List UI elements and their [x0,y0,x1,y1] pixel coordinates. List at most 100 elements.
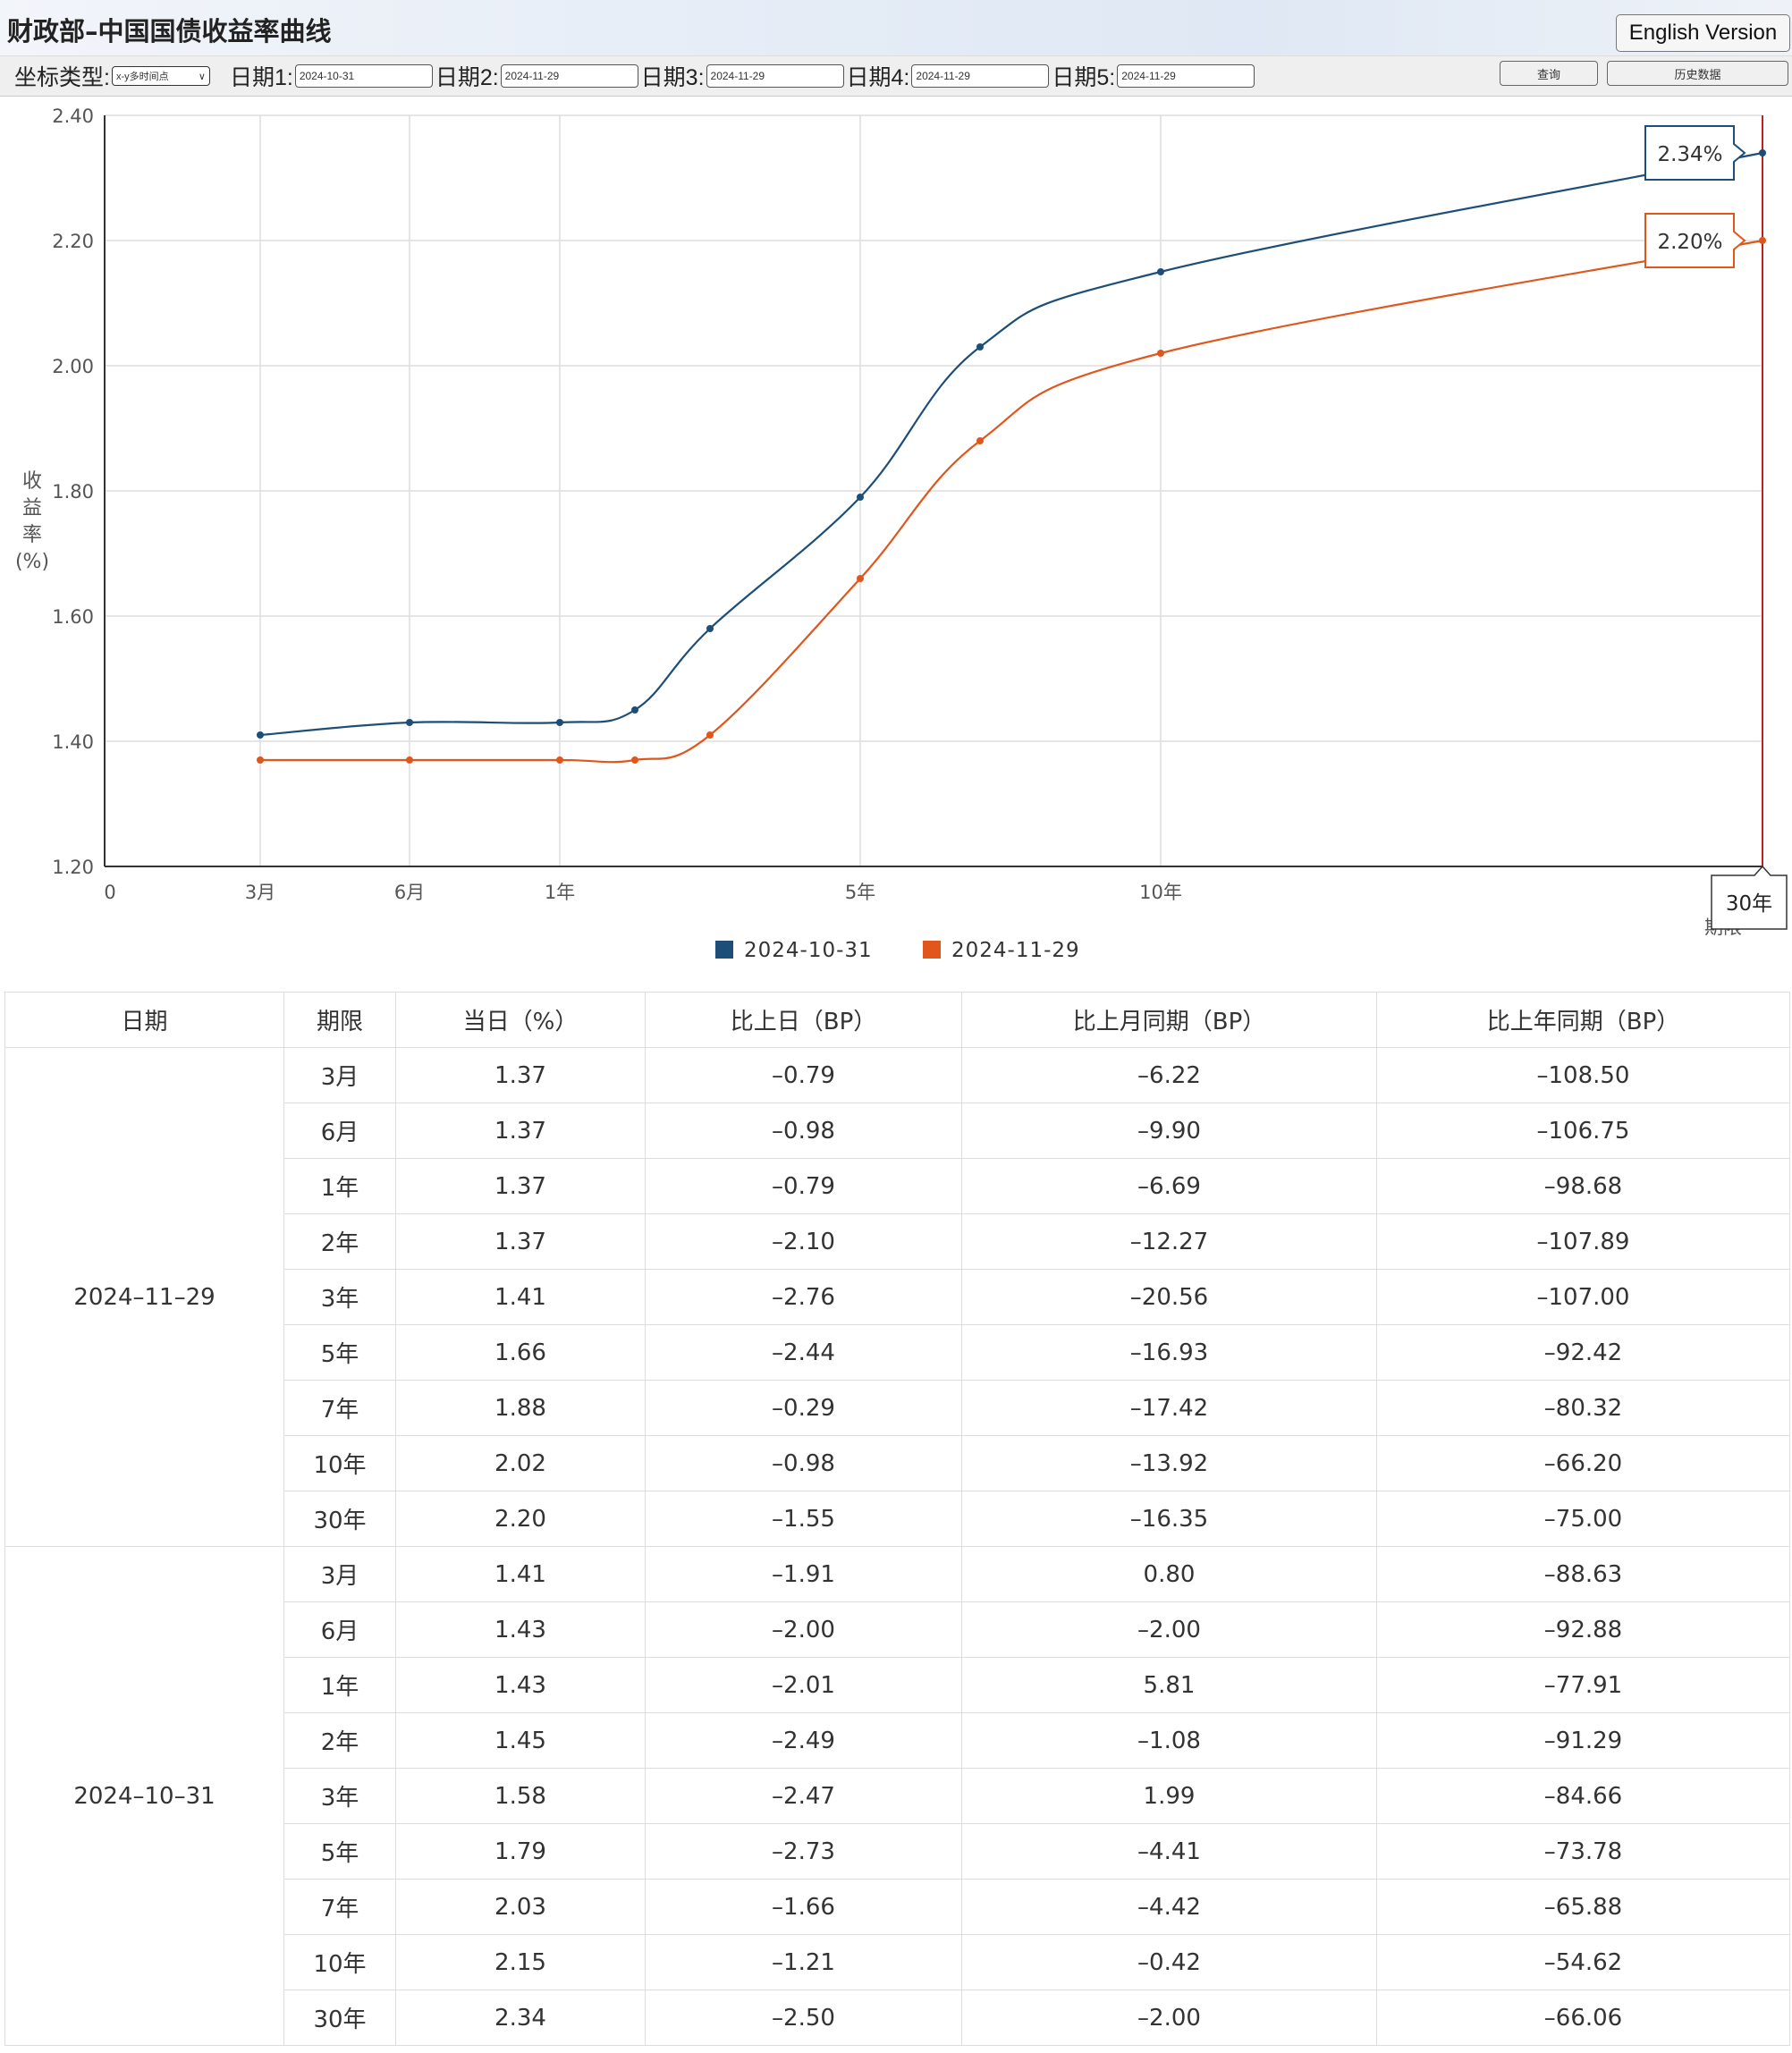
change-day-cell: –0.79 [645,1047,962,1103]
data-point [1759,237,1766,244]
tooltip-value: 2.20% [1657,231,1722,254]
english-version-button[interactable]: English Version [1616,14,1790,52]
change-year-cell: –66.20 [1376,1435,1790,1491]
change-day-cell: –1.66 [645,1879,962,1935]
axis-type-label: 坐标类型: [14,65,110,90]
change-year-cell: –107.89 [1376,1213,1790,1270]
table-row: 1年 1.37 –0.79 –6.69 –98.68 [5,1158,1790,1214]
change-day-cell: –1.91 [645,1546,962,1602]
yield-cell: 1.37 [395,1103,646,1159]
change-year-cell: –98.68 [1376,1158,1790,1214]
chevron-down-icon: ∨ [198,71,206,82]
table-row: 10年 2.15 –1.21 –0.42 –54.62 [5,1934,1790,1990]
legend-label: 2024-10-31 [744,939,873,962]
legend-swatch [923,941,941,959]
y-tick-label: 1.40 [52,731,94,753]
change-day-cell: –2.00 [645,1601,962,1658]
yield-cell: 1.37 [395,1047,646,1103]
change-month-cell: –13.92 [961,1435,1377,1491]
data-point [257,731,264,739]
y-tick-label: 1.80 [52,481,94,503]
legend-label: 2024-11-29 [951,939,1080,962]
history-data-button[interactable]: 历史数据 [1607,61,1788,86]
y-tick-label: 2.00 [52,356,94,377]
term-cell: 7年 [283,1380,396,1436]
change-month-cell: –2.00 [961,1601,1377,1658]
change-year-cell: –75.00 [1376,1491,1790,1547]
column-header: 日期 [4,992,284,1048]
table-row: 30年 2.34 –2.50 –2.00 –66.06 [5,1990,1790,2046]
table-row: 7年 1.88 –0.29 –17.42 –80.32 [5,1380,1790,1436]
x-tick-label: 6月 [394,882,425,903]
data-point [857,575,864,582]
data-point [406,719,413,726]
query-button[interactable]: 查询 [1500,61,1598,86]
change-month-cell: –4.41 [961,1823,1377,1880]
term-cell: 7年 [283,1879,396,1935]
term-cell: 5年 [283,1324,396,1381]
column-header: 当日（%） [395,992,646,1048]
date-cell: 2024–10–31 [4,1546,284,2046]
data-point [976,437,984,444]
table-row: 10年 2.02 –0.98 –13.92 –66.20 [5,1435,1790,1491]
change-day-cell: –2.44 [645,1324,962,1381]
table-header-row: 日期 期限 当日（%） 比上日（BP） 比上月同期（BP） 比上年同期（BP） [4,992,1790,1048]
change-day-cell: –2.47 [645,1768,962,1824]
date2-label: 日期2: [435,65,499,90]
yield-cell: 1.43 [395,1601,646,1658]
series-line-2024-10-31 [259,151,1763,737]
yield-cell: 1.37 [395,1158,646,1214]
change-day-cell: –0.98 [645,1435,962,1491]
change-year-cell: –73.78 [1376,1823,1790,1880]
data-point [857,494,864,501]
table-row: 5年 1.79 –2.73 –4.41 –73.78 [5,1823,1790,1880]
data-point [706,731,714,739]
header-banner: 财政部–中国国债收益率曲线 English Version [0,0,1792,55]
change-year-cell: –88.63 [1376,1546,1790,1602]
axis-type-select[interactable]: x-y多时间点 ∨ [111,66,210,86]
date3-input[interactable]: 2024-11-29 [706,64,844,88]
change-year-cell: –77.91 [1376,1657,1790,1713]
term-cell: 10年 [283,1934,396,1990]
change-day-cell: –2.10 [645,1213,962,1270]
data-point [1157,268,1164,275]
change-year-cell: –80.32 [1376,1380,1790,1436]
tooltip-value-box [1644,213,1746,268]
table-row: 30年 2.20 –1.55 –16.35 –75.00 [5,1491,1790,1547]
change-month-cell: –9.90 [961,1103,1377,1159]
data-point [1759,149,1766,156]
date3-label: 日期3: [640,65,705,90]
term-cell: 6月 [283,1601,396,1658]
yield-cell: 2.34 [395,1990,646,2046]
change-year-cell: –65.88 [1376,1879,1790,1935]
table-row: 2年 1.37 –2.10 –12.27 –107.89 [5,1213,1790,1270]
axis-type-value: x-y多时间点 [115,72,169,82]
change-month-cell: –16.93 [961,1324,1377,1381]
change-month-cell: –4.42 [961,1879,1377,1935]
y-tick-label: 1.20 [52,857,94,878]
term-cell: 30年 [283,1990,396,2046]
date4-input[interactable]: 2024-11-29 [911,64,1050,88]
column-header: 比上日（BP） [645,992,962,1048]
x-tick-label: 10年 [1139,882,1182,903]
change-year-cell: –84.66 [1376,1768,1790,1824]
table-row: 3年 1.41 –2.76 –20.56 –107.00 [5,1269,1790,1325]
date2-input[interactable]: 2024-11-29 [500,64,638,88]
term-cell: 2年 [283,1213,396,1270]
data-point [406,756,413,764]
date5-input[interactable]: 2024-11-29 [1117,64,1255,88]
x-tooltip-label: 30年 [1726,892,1772,916]
x-tick-label: 5年 [845,882,875,903]
term-cell: 3年 [283,1269,396,1325]
term-cell: 10年 [283,1435,396,1491]
change-year-cell: –92.42 [1376,1324,1790,1381]
change-month-cell: –2.00 [961,1990,1377,2046]
date1-input[interactable]: 2024-10-31 [294,64,433,88]
toolbar: 坐标类型: x-y多时间点 ∨ 日期1: 2024-10-31 日期2: 2024-1… [0,55,1792,97]
data-point [976,343,984,351]
term-cell: 3月 [283,1047,396,1103]
change-year-cell: –91.29 [1376,1712,1790,1769]
change-year-cell: –107.00 [1376,1269,1790,1325]
change-month-cell: –6.69 [961,1158,1377,1214]
change-month-cell: –20.56 [961,1269,1377,1325]
